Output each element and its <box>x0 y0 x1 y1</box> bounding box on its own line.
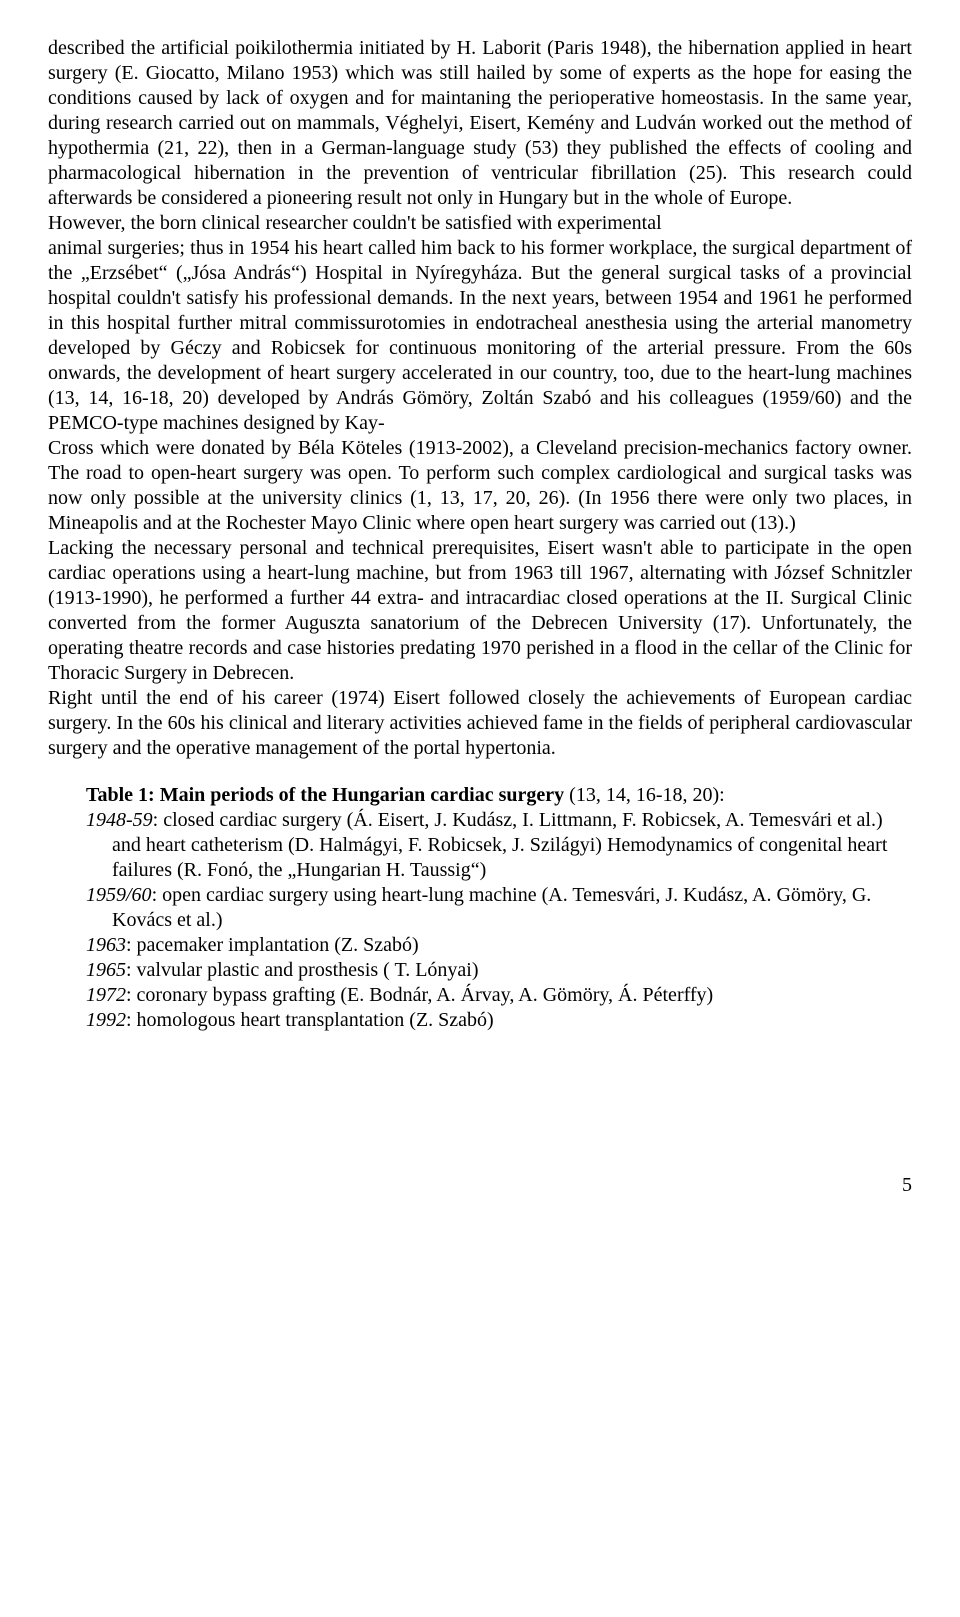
body-paragraph-4: Lacking the necessary personal and techn… <box>48 536 912 686</box>
table-row: 1948-59: closed cardiac surgery (Á. Eise… <box>86 808 902 883</box>
table-row-text: : closed cardiac surgery (Á. Eisert, J. … <box>112 809 887 881</box>
table-title-refs: (13, 14, 16-18, 20): <box>564 784 725 806</box>
table-row-year: 1965 <box>86 959 126 981</box>
body-paragraph-5: Right until the end of his career (1974)… <box>48 686 912 761</box>
table-row: 1963: pacemaker implantation (Z. Szabó) <box>86 933 902 958</box>
table-row-text: : open cardiac surgery using heart-lung … <box>112 884 871 931</box>
table-title: Table 1: Main periods of the Hungarian c… <box>86 783 902 808</box>
table-row-year: 1963 <box>86 934 126 956</box>
table-row-text: : valvular plastic and prosthesis ( T. L… <box>126 959 479 981</box>
table-row: 1972: coronary bypass grafting (E. Bodná… <box>86 983 902 1008</box>
table-row-text: : pacemaker implantation (Z. Szabó) <box>126 934 419 956</box>
table-1: Table 1: Main periods of the Hungarian c… <box>48 783 912 1033</box>
table-row-text: : homologous heart transplantation (Z. S… <box>126 1009 494 1031</box>
body-paragraph-1: described the artificial poikilothermia … <box>48 36 912 211</box>
table-row: 1959/60: open cardiac surgery using hear… <box>86 883 902 933</box>
table-row: 1992: homologous heart transplantation (… <box>86 1008 902 1033</box>
page-number: 5 <box>48 1173 912 1198</box>
table-row-year: 1992 <box>86 1009 126 1031</box>
table-row-year: 1972 <box>86 984 126 1006</box>
table-row-text: : coronary bypass grafting (E. Bodnár, A… <box>126 984 713 1006</box>
table-row-year: 1948-59 <box>86 809 153 831</box>
table-title-bold: Table 1: Main periods of the Hungarian c… <box>86 784 564 806</box>
body-paragraph-2b: animal surgeries; thus in 1954 his heart… <box>48 236 912 436</box>
table-row-year: 1959/60 <box>86 884 152 906</box>
body-paragraph-3: Cross which were donated by Béla Köteles… <box>48 436 912 536</box>
table-row: 1965: valvular plastic and prosthesis ( … <box>86 958 902 983</box>
body-paragraph-2a: However, the born clinical researcher co… <box>48 211 912 236</box>
